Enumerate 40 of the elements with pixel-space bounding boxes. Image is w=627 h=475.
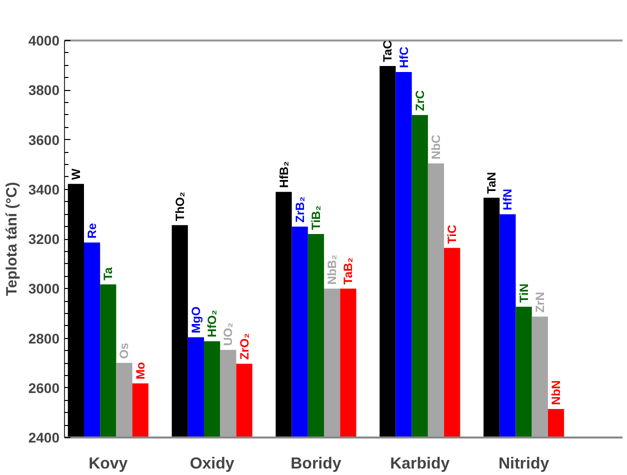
annotation: ZrC — [412, 90, 427, 111]
annotation: HfC — [396, 46, 411, 68]
annotation: TaC — [380, 40, 395, 62]
x-tick-label: Karbidy — [390, 456, 450, 472]
x-tick-label: Boridy — [290, 456, 342, 472]
x-tick-label: Oxidy — [190, 456, 234, 472]
y-tick-label: 2400 — [28, 430, 60, 446]
annotation: ZrN — [532, 292, 547, 313]
y-tick-label: 3200 — [28, 231, 60, 247]
y-axis-title: Teplota tání (°C) — [3, 182, 20, 296]
y-tick-label: 4000 — [28, 32, 60, 48]
annotation: ZrO₂ — [237, 333, 252, 360]
x-tick-label: Kovy — [88, 456, 128, 472]
y-tick-label: 3400 — [28, 181, 60, 198]
annotation: HfB₂ — [276, 161, 291, 188]
annotation: TiC — [445, 224, 460, 244]
y-tick-label: 3000 — [28, 280, 60, 297]
annotation: TiB₂ — [308, 206, 323, 230]
annotation: TaB₂ — [341, 258, 356, 285]
y-tick-label: 3600 — [28, 132, 60, 148]
annotation: Os — [117, 342, 132, 359]
y-tick-label: 2800 — [28, 330, 60, 346]
annotation: Mo — [133, 362, 148, 380]
annotation: TaN — [484, 172, 499, 194]
annotation: HfN — [500, 188, 515, 210]
x-tick-label: Nitridy — [498, 456, 550, 472]
annotation: Ta — [101, 266, 116, 280]
annotation: NbB₂ — [325, 254, 340, 285]
annotation: ThO₂ — [172, 192, 187, 222]
y-tick-label: 3800 — [28, 82, 60, 98]
annotation: ZrB₂ — [292, 196, 307, 223]
annotation: UO₂ — [221, 322, 236, 346]
annotation: W — [68, 168, 83, 180]
y-tick-label: 2600 — [28, 380, 60, 396]
annotation: NbC — [428, 134, 443, 160]
annotation: MgO — [188, 306, 203, 334]
annotation: NbN — [548, 380, 563, 405]
annotation: Re — [85, 222, 100, 238]
annotation: TiN — [516, 284, 531, 303]
annotation: HfO₂ — [205, 310, 220, 338]
